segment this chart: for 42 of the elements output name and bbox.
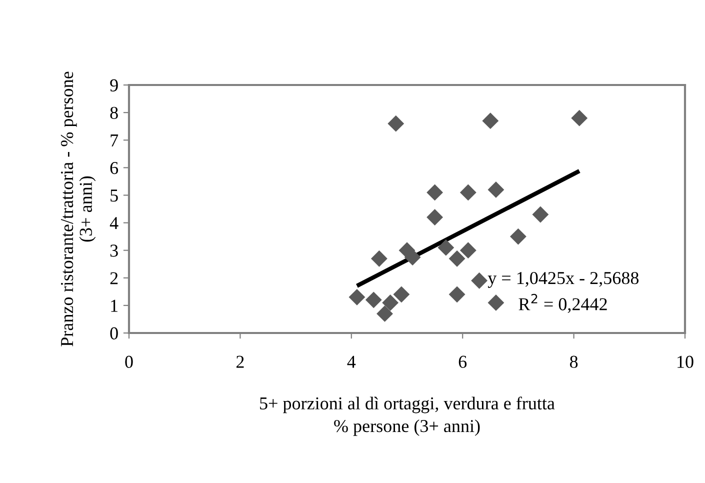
point [393, 286, 410, 303]
annotation: R$^{2}$ = 0,2442 [518, 294, 607, 313]
y-tick-label: 3 [110, 244, 118, 257]
y-tick-label: 1 [111, 300, 118, 312]
point [448, 250, 466, 267]
point [532, 206, 549, 223]
x-tick-label: 10 [678, 356, 694, 368]
point [488, 181, 504, 198]
point [460, 242, 476, 259]
y-tick-label: 6 [110, 162, 118, 174]
point [404, 249, 421, 266]
point [382, 294, 399, 311]
point [460, 184, 476, 201]
annotation: y = 1,0425x - 2,5688 [488, 272, 639, 288]
y-tick-label: 0 [110, 327, 118, 340]
x-tick-label: 8 [570, 356, 578, 368]
y-tick-label: 4 [110, 217, 118, 230]
x-tick-label: 6 [458, 356, 467, 368]
point [488, 294, 504, 311]
point [471, 272, 488, 289]
point [426, 184, 444, 201]
point [376, 305, 393, 322]
x-tick-label: 0 [125, 356, 133, 368]
point [438, 239, 454, 256]
y-tick-label: 7 [110, 134, 118, 146]
y-tick-label: 9 [110, 79, 118, 92]
point [482, 112, 499, 130]
x-axis-title: 5+ porzioni al dì ortaggi, verdura e frutta % persone (3+ anni) [260, 396, 555, 436]
y-tick-label: 8 [110, 106, 118, 119]
y-tick-label: 2 [110, 272, 118, 284]
point [510, 228, 526, 245]
point [426, 209, 444, 226]
x-tick-label: 4 [347, 356, 356, 368]
point [571, 110, 588, 126]
point [348, 288, 366, 306]
y-axis-title: Pranzo ristorante/trattoria - % persone (3+ anni) [60, 72, 96, 346]
point [370, 250, 388, 267]
point [388, 115, 404, 132]
point [365, 292, 382, 308]
y-tick-label: 5 [110, 190, 118, 202]
x-tick-label: 2 [236, 356, 244, 368]
point [448, 286, 466, 303]
